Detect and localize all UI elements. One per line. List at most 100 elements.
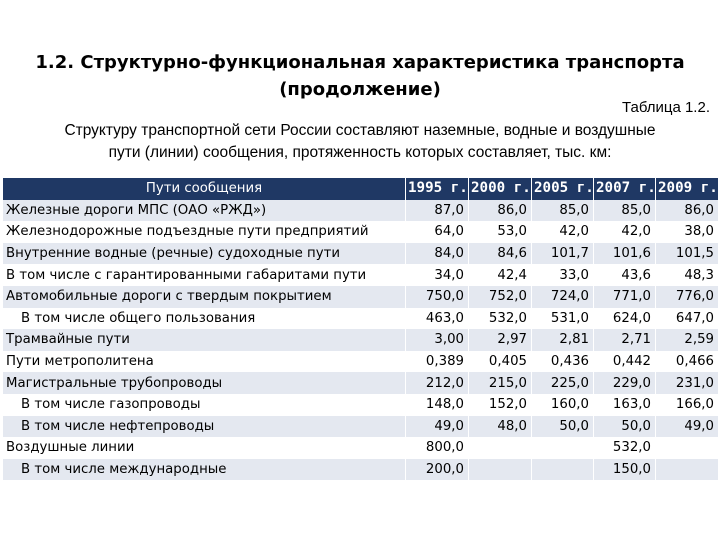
value-cell xyxy=(655,458,719,481)
value-cell: 800,0 xyxy=(405,437,469,459)
value-cell: 624,0 xyxy=(593,307,656,330)
value-cell: 49,0 xyxy=(405,415,469,438)
value-cell: 101,7 xyxy=(531,242,594,265)
row-name-cell: Магистральные трубопроводы xyxy=(2,372,406,394)
table-row: Железнодорожные подъездные пути предприя… xyxy=(2,221,719,243)
table-row: В том числе газопроводы 148,0 152,0 160,0 16… xyxy=(2,393,719,416)
value-cell: 752,0 xyxy=(468,285,532,308)
row-name-cell: Железные дороги МПС (ОАО «РЖД») xyxy=(2,199,406,222)
table-body: Железные дороги МПС (ОАО «РЖД») 87,0 86,0 8… xyxy=(2,199,719,481)
value-cell: 85,0 xyxy=(531,199,594,222)
value-cell: 87,0 xyxy=(405,199,469,222)
row-name-cell: Трамвайные пути xyxy=(2,329,406,351)
column-header-year: 1995 г. xyxy=(405,178,469,200)
value-cell: 724,0 xyxy=(531,285,594,308)
value-cell: 647,0 xyxy=(655,307,719,330)
value-cell: 0,389 xyxy=(405,350,469,373)
value-cell: 532,0 xyxy=(468,307,532,330)
value-cell: 84,6 xyxy=(468,242,532,265)
column-header-name: Пути сообщения xyxy=(2,178,406,200)
row-name-cell: Пути метрополитена xyxy=(2,350,406,373)
value-cell: 200,0 xyxy=(405,458,469,481)
intro-line-2: пути (линии) сообщения, протяженность ко… xyxy=(108,144,612,161)
table-number-label: Таблица 1.2. xyxy=(621,99,710,116)
value-cell: 34,0 xyxy=(405,264,469,286)
value-cell: 215,0 xyxy=(468,372,532,394)
value-cell: 776,0 xyxy=(655,285,719,308)
value-cell: 53,0 xyxy=(468,221,532,243)
value-cell: 48,0 xyxy=(468,415,532,438)
table-row: В том числе общего пользования 463,0 532,0… xyxy=(2,307,719,330)
value-cell: 101,6 xyxy=(593,242,656,265)
value-cell: 0,436 xyxy=(531,350,594,373)
value-cell: 43,6 xyxy=(593,264,656,286)
value-cell: 84,0 xyxy=(405,242,469,265)
column-header-year: 2007 г. xyxy=(593,178,656,200)
value-cell: 42,0 xyxy=(531,221,594,243)
intro-paragraph: Структуру транспортной сети России соста… xyxy=(10,120,710,164)
row-name-cell: Воздушные линии xyxy=(2,437,406,459)
row-name-cell: Железнодорожные подъездные пути предприя… xyxy=(2,221,406,243)
value-cell: 771,0 xyxy=(593,285,656,308)
value-cell: 86,0 xyxy=(468,199,532,222)
column-header-year: 2009 г. xyxy=(655,178,719,200)
table-row: В том числе с гарантированными габаритам… xyxy=(2,264,719,286)
column-header-year: 2000 г. xyxy=(468,178,532,200)
table-row: Автомобильные дороги с твердым покрытием… xyxy=(2,285,719,308)
value-cell: 49,0 xyxy=(655,415,719,438)
value-cell: 85,0 xyxy=(593,199,656,222)
row-name-cell: Внутренние водные (речные) судоходные пу… xyxy=(2,242,406,265)
row-name-cell: Автомобильные дороги с твердым покрытием xyxy=(2,285,406,308)
value-cell: 225,0 xyxy=(531,372,594,394)
value-cell: 150,0 xyxy=(593,458,656,481)
value-cell: 42,0 xyxy=(593,221,656,243)
value-cell: 101,5 xyxy=(655,242,719,265)
table-header-row: Пути сообщения 1995 г. 2000 г. 2005 г. 2… xyxy=(2,178,719,200)
row-name-cell: В том числе общего пользования xyxy=(2,307,406,330)
value-cell: 231,0 xyxy=(655,372,719,394)
value-cell: 0,442 xyxy=(593,350,656,373)
intro-line-1: Структуру транспортной сети России соста… xyxy=(64,122,656,139)
title-line-2: (продолжение) xyxy=(279,79,441,100)
row-name-cell: В том числе нефтепроводы xyxy=(2,415,406,438)
table-row: Внутренние водные (речные) судоходные пу… xyxy=(2,242,719,265)
value-cell: 42,4 xyxy=(468,264,532,286)
transport-network-table: Пути сообщения 1995 г. 2000 г. 2005 г. 2… xyxy=(2,178,719,481)
column-header-year: 2005 г. xyxy=(531,178,594,200)
value-cell: 229,0 xyxy=(593,372,656,394)
value-cell: 160,0 xyxy=(531,393,594,416)
value-cell: 64,0 xyxy=(405,221,469,243)
value-cell: 163,0 xyxy=(593,393,656,416)
value-cell: 2,59 xyxy=(655,329,719,351)
value-cell: 2,81 xyxy=(531,329,594,351)
value-cell: 0,405 xyxy=(468,350,532,373)
value-cell: 48,3 xyxy=(655,264,719,286)
page-title: 1.2. Структурно-функциональная характери… xyxy=(30,49,690,103)
value-cell xyxy=(531,458,594,481)
row-name-cell: В том числе с гарантированными габаритам… xyxy=(2,264,406,286)
value-cell: 86,0 xyxy=(655,199,719,222)
table-row: Трамвайные пути 3,00 2,97 2,81 2,71 2,59 xyxy=(2,329,719,351)
table-row: Пути метрополитена 0,389 0,405 0,436 0,442 0,… xyxy=(2,350,719,373)
value-cell: 33,0 xyxy=(531,264,594,286)
value-cell: 2,71 xyxy=(593,329,656,351)
table-row: Железные дороги МПС (ОАО «РЖД») 87,0 86,0 8… xyxy=(2,199,719,222)
value-cell: 212,0 xyxy=(405,372,469,394)
value-cell xyxy=(655,437,719,459)
value-cell: 50,0 xyxy=(593,415,656,438)
value-cell: 0,466 xyxy=(655,350,719,373)
value-cell: 463,0 xyxy=(405,307,469,330)
value-cell: 3,00 xyxy=(405,329,469,351)
value-cell: 531,0 xyxy=(531,307,594,330)
value-cell xyxy=(531,437,594,459)
value-cell: 532,0 xyxy=(593,437,656,459)
value-cell: 148,0 xyxy=(405,393,469,416)
value-cell: 50,0 xyxy=(531,415,594,438)
value-cell: 2,97 xyxy=(468,329,532,351)
title-line-1: 1.2. Структурно-функциональная характери… xyxy=(35,52,685,73)
row-name-cell: В том числе газопроводы xyxy=(2,393,406,416)
value-cell: 38,0 xyxy=(655,221,719,243)
value-cell xyxy=(468,458,532,481)
table-row: Воздушные линии 800,0 532,0 xyxy=(2,437,719,459)
table-row: В том числе международные 200,0 150,0 xyxy=(2,458,719,481)
